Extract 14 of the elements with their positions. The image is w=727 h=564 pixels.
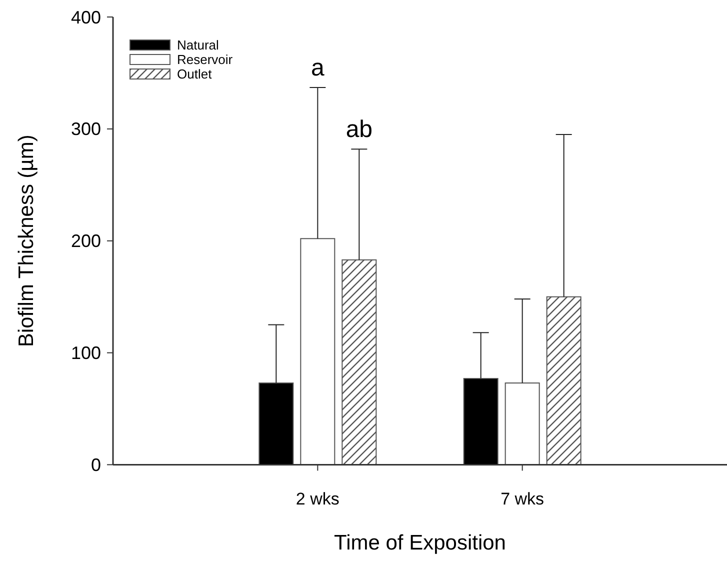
y-tick-label: 400 <box>70 7 101 28</box>
legend-label: Natural <box>177 38 220 53</box>
y-axis-title: Biofilm Thickness (µm) <box>15 134 38 348</box>
x-tick-label: 2 wks <box>296 490 340 509</box>
annotation: a <box>310 54 325 82</box>
x-tick-label: 7 wks <box>500 490 544 509</box>
y-tick-label: 100 <box>70 343 101 364</box>
legend-label: Outlet <box>177 66 212 82</box>
x-axis-title: Time of Exposition <box>334 532 506 555</box>
annotation: ab <box>346 116 373 144</box>
y-tick-label: 200 <box>70 231 101 252</box>
y-tick-label: 0 <box>90 455 101 475</box>
legend-label: Reservoir <box>177 52 234 68</box>
y-tick-label: 300 <box>70 119 101 140</box>
